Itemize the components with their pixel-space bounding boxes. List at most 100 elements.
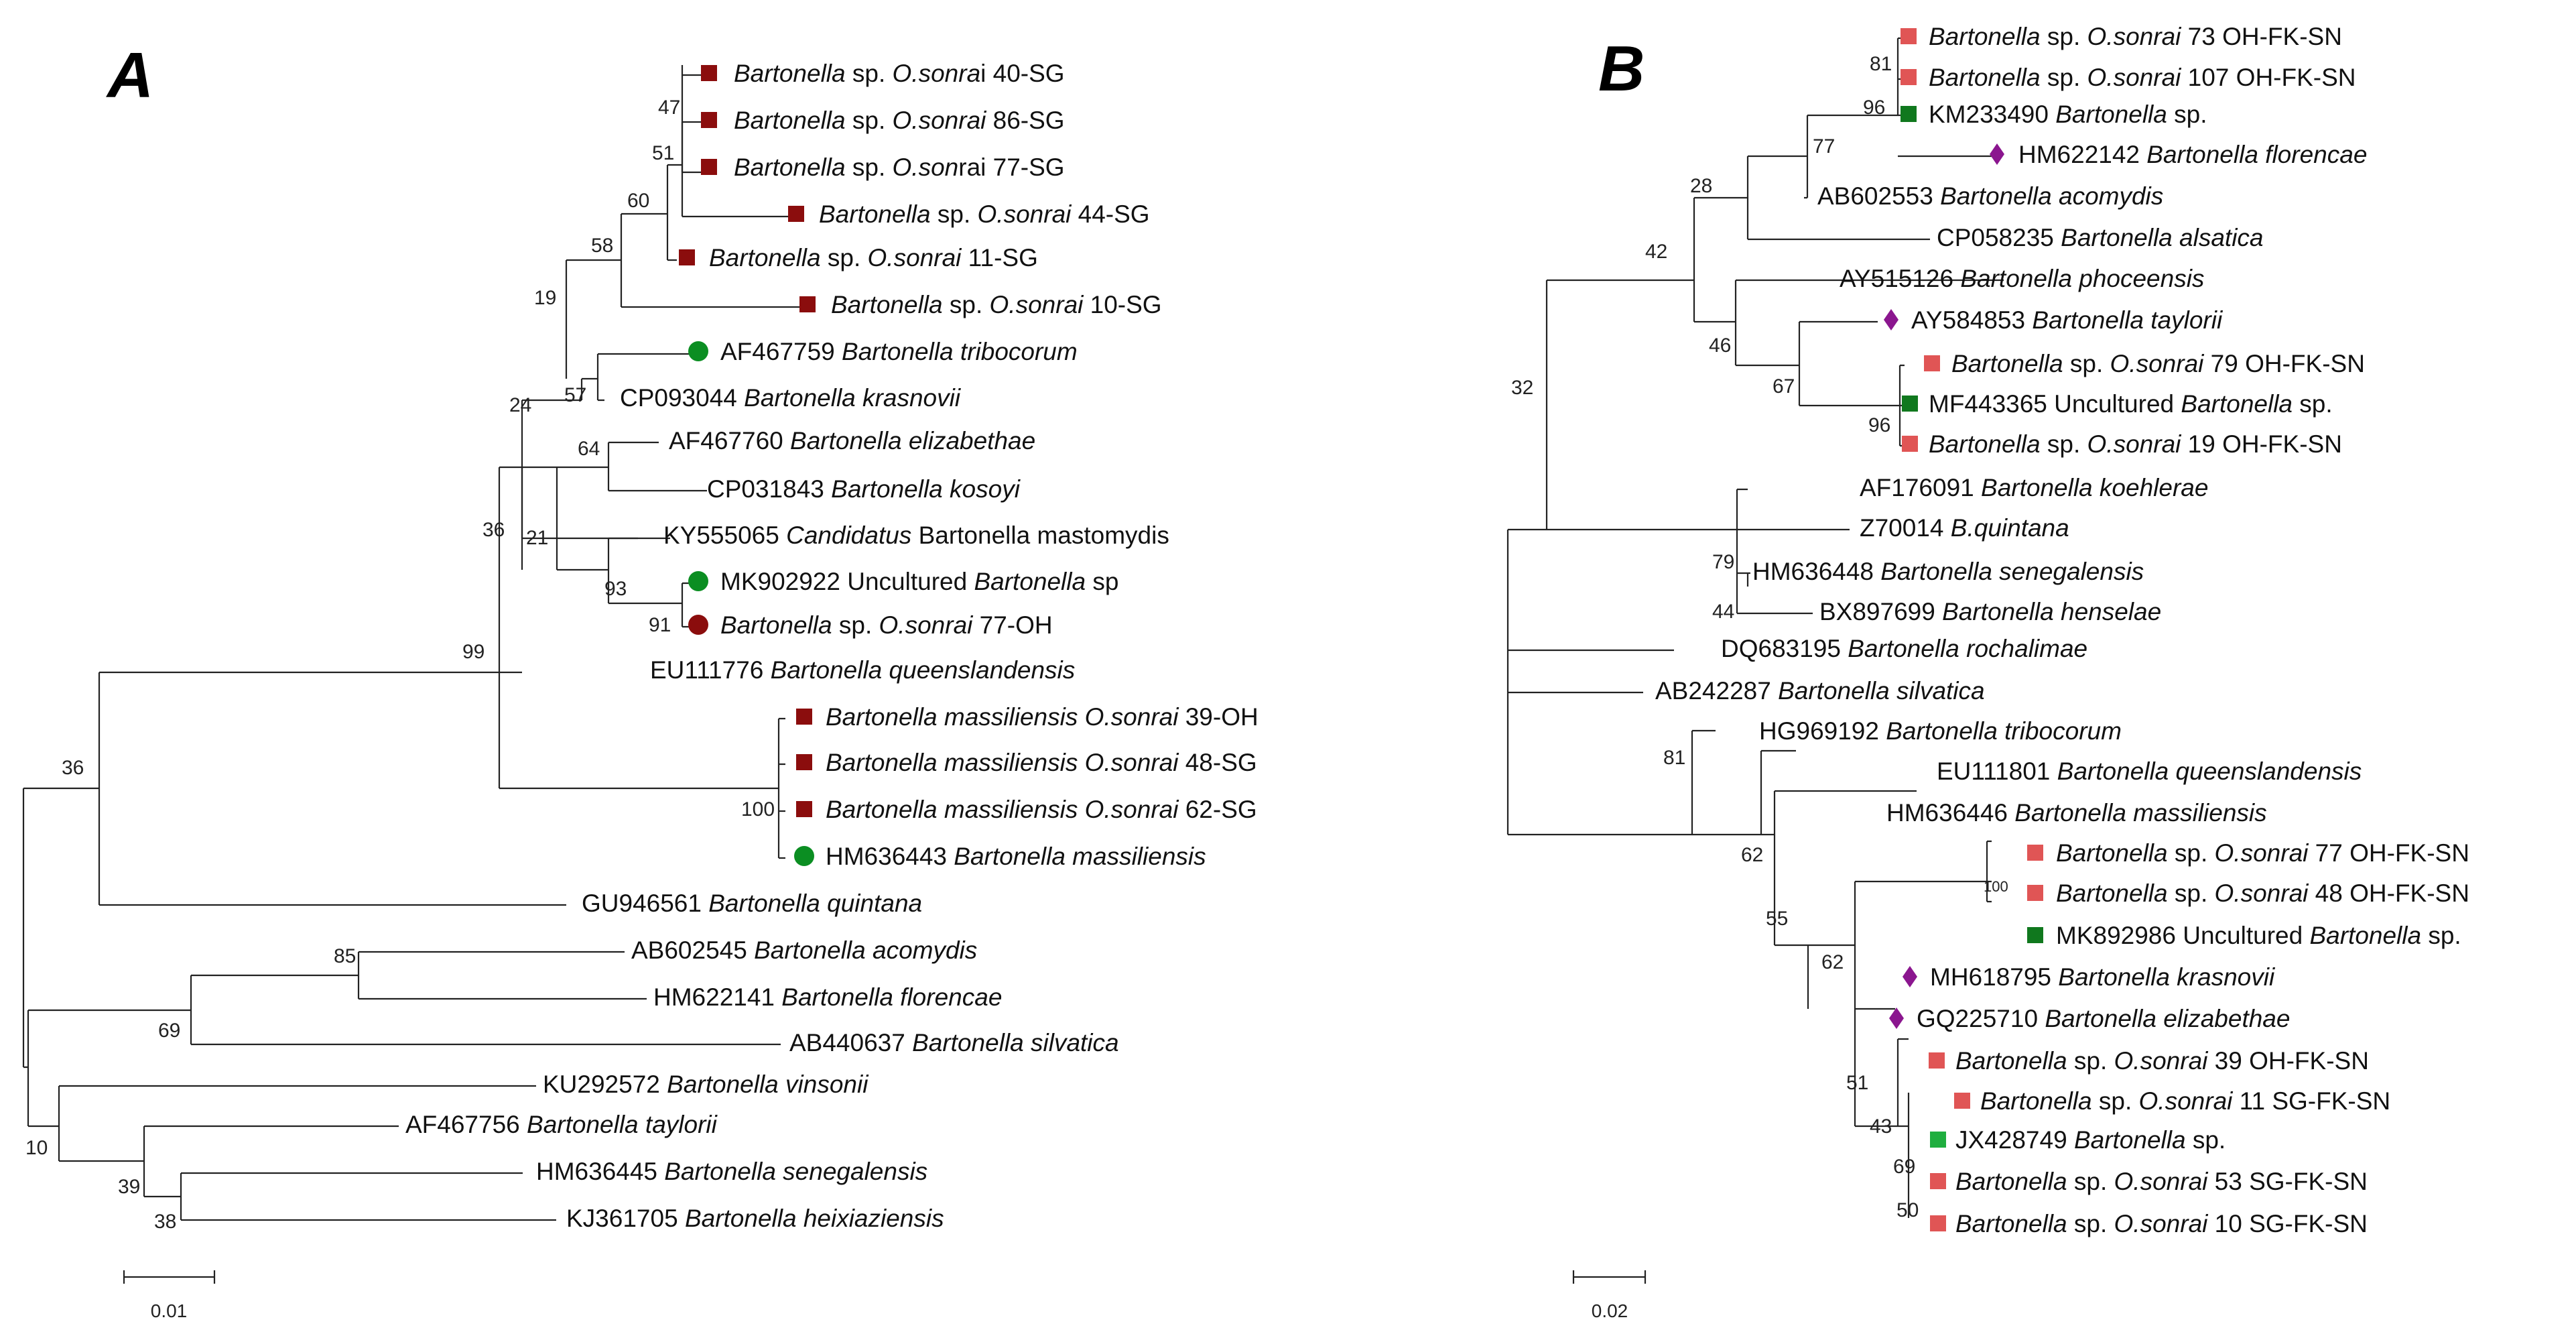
tree-b-branches xyxy=(1506,37,2004,1218)
leaf-label-part: KY555065 xyxy=(663,522,786,549)
leaf-label: MK892986 Uncultured Bartonella sp. xyxy=(2056,922,2461,949)
leaf-label-part: sp. xyxy=(846,60,893,87)
leaf-label: EU111776 Bartonella queenslandensis xyxy=(650,656,1075,684)
leaf-label-part: 86-SG xyxy=(986,107,1064,134)
branch xyxy=(1691,729,1761,836)
square-marker-icon xyxy=(701,159,717,175)
leaf-label-part: O.sonra xyxy=(893,60,981,87)
bootstrap-value: 19 xyxy=(534,287,556,309)
leaf-label-part: O.sonrai xyxy=(868,244,963,271)
leaf-label: Bartonella sp. O.sonrai 40-SG xyxy=(734,60,1065,87)
bootstrap-value: 60 xyxy=(627,190,649,212)
leaf-label-part: Bartonella xyxy=(2181,390,2293,418)
bootstrap-value: 24 xyxy=(509,394,531,416)
leaf-label: KM233490 Bartonella sp. xyxy=(1929,101,2207,128)
leaf-label: HG969192 Bartonella tribocorum xyxy=(1759,717,2122,745)
leaf-label: Bartonella massiliensis O.sonrai 62-SG xyxy=(826,796,1257,823)
branch xyxy=(681,122,789,218)
leaf-label-part: CP058235 xyxy=(1937,224,2061,251)
diamond-marker-icon xyxy=(1884,309,1898,330)
leaf-label-part: sp. xyxy=(2186,1126,2226,1154)
bootstrap-value: 58 xyxy=(591,235,613,257)
square-marker-icon xyxy=(1902,396,1918,412)
scale-bar-label: 0.02 xyxy=(1592,1300,1628,1321)
leaf-label-part: AF176091 xyxy=(1860,474,1981,501)
leaf-label: Bartonella sp. O.sonrai 10 SG-FK-SN xyxy=(1955,1210,2368,1237)
branch xyxy=(1693,196,1748,323)
leaf-label-part: 73 OH-FK-SN xyxy=(2181,23,2342,50)
branch xyxy=(498,466,522,674)
leaf-label: Bartonella sp. O.sonrai 44-SG xyxy=(819,200,1150,228)
branch xyxy=(681,65,705,174)
bootstrap-value: 36 xyxy=(62,757,84,779)
leaf-label: Bartonella sp. O.sonrai 77-SG xyxy=(734,154,1065,181)
branch xyxy=(498,672,779,790)
bootstrap-value: 100 xyxy=(741,798,775,820)
branch xyxy=(1545,279,1737,531)
branch xyxy=(357,951,647,1000)
leaf-label-part: 10-SG xyxy=(1083,291,1161,318)
leaf-label: AB440637 Bartonella silvatica xyxy=(789,1029,1119,1056)
leaf-label: MH618795 Bartonella krasnovii xyxy=(1930,963,2276,991)
leaf-label-part: GQ225710 xyxy=(1917,1005,2045,1032)
branch xyxy=(521,466,557,570)
leaf-label: Bartonella sp. O.sonrai 77-OH xyxy=(720,611,1053,639)
bootstrap-values: 47 51 60 58 19 57 24 64 21 93 91 36 99 100 36 85 69 10 39 3… xyxy=(25,53,2008,1233)
leaf-label: AY584853 Bartonella taylorii xyxy=(1911,306,2224,334)
leaf-label-part: Bartonella xyxy=(819,200,931,228)
circle-marker-icon xyxy=(688,341,708,361)
leaf-label-part: Bartonella xyxy=(1955,1047,2067,1075)
leaf-label: JX428749 Bartonella sp. xyxy=(1955,1126,2226,1154)
leaf-label-part: Bartonella senegalensis xyxy=(1880,558,2144,585)
leaf-label: Bartonella sp. O.sonrai 39 OH-FK-SN xyxy=(1955,1047,2369,1075)
leaf-label: BX897699 Bartonella henselae xyxy=(1819,598,2161,625)
leaf-label-part: Bartonella queenslandensis xyxy=(771,656,1076,684)
leaf-label-part: rai 77-SG xyxy=(958,154,1064,181)
leaf-label-part: HM622141 xyxy=(653,983,781,1011)
leaf-label-part: O.sonrai xyxy=(2087,430,2183,458)
leaf-label-part: HM636445 xyxy=(536,1158,664,1185)
leaf-label-part: 77-OH xyxy=(972,611,1052,639)
leaf-label: HM622141 Bartonella florencae xyxy=(653,983,1002,1011)
leaf-label: AF467759 Bartonella tribocorum xyxy=(720,338,1078,365)
leaf-label-part: sp. xyxy=(2168,839,2215,867)
bootstrap-value: 36 xyxy=(482,519,505,541)
leaf-label: Bartonella sp. O.sonrai 10-SG xyxy=(831,291,1162,318)
branch xyxy=(1807,944,1855,1009)
bootstrap-value: 38 xyxy=(154,1211,176,1233)
leaf-label-part: O.sonrai xyxy=(2087,23,2183,50)
square-marker-icon xyxy=(2027,845,2043,861)
branch xyxy=(1734,279,2004,367)
bootstrap-value: 10 xyxy=(25,1137,48,1159)
leaf-label-part: BX897699 xyxy=(1819,598,1942,625)
leaf-label-part: 79 OH-FK-SN xyxy=(2203,350,2365,377)
leaf-label-part: 11-SG xyxy=(961,244,1037,271)
bootstrap-value: 96 xyxy=(1868,414,1890,436)
bootstrap-value: 55 xyxy=(1766,908,1788,930)
leaf-label: Bartonella sp. O.sonrai 11-SG xyxy=(709,244,1038,271)
square-marker-icon xyxy=(1929,1052,1945,1069)
leaf-label: CP093044 Bartonella krasnovii xyxy=(620,384,962,412)
scale-bar-a: 0.01 xyxy=(123,1270,216,1321)
leaf-label-part: CP031843 xyxy=(707,475,831,503)
leaf-label-part: O.son xyxy=(893,154,959,181)
leaf-label: GQ225710 Bartonella elizabethae xyxy=(1917,1005,2290,1032)
leaf-label-part: sp. xyxy=(2041,430,2087,458)
square-marker-icon xyxy=(1954,1093,1970,1109)
branch xyxy=(1986,840,1992,903)
leaf-label-part: MK902922 Uncultured xyxy=(720,568,974,595)
leaf-label-part: Bartonella rochalimae xyxy=(1848,635,2087,662)
bootstrap-value: 79 xyxy=(1712,551,1734,573)
leaf-label-part: Bartonella vinsonii xyxy=(667,1071,869,1098)
leaf-label: HM636448 Bartonella senegalensis xyxy=(1752,558,2144,585)
branch xyxy=(607,537,682,605)
leaf-label: AB602545 Bartonella acomydis xyxy=(631,936,977,964)
leaf-label-part: Bartonella massiliensis xyxy=(2014,799,2266,827)
leaf-label-part: sp. xyxy=(2421,922,2461,949)
leaf-label-part: O.sonrai xyxy=(893,107,988,134)
bootstrap-value: 67 xyxy=(1773,375,1795,398)
circle-marker-icon xyxy=(688,571,708,591)
bootstrap-value: 100 xyxy=(1984,878,2008,895)
leaf-label-part: KJ361705 xyxy=(566,1205,685,1232)
square-marker-icon xyxy=(679,249,695,265)
